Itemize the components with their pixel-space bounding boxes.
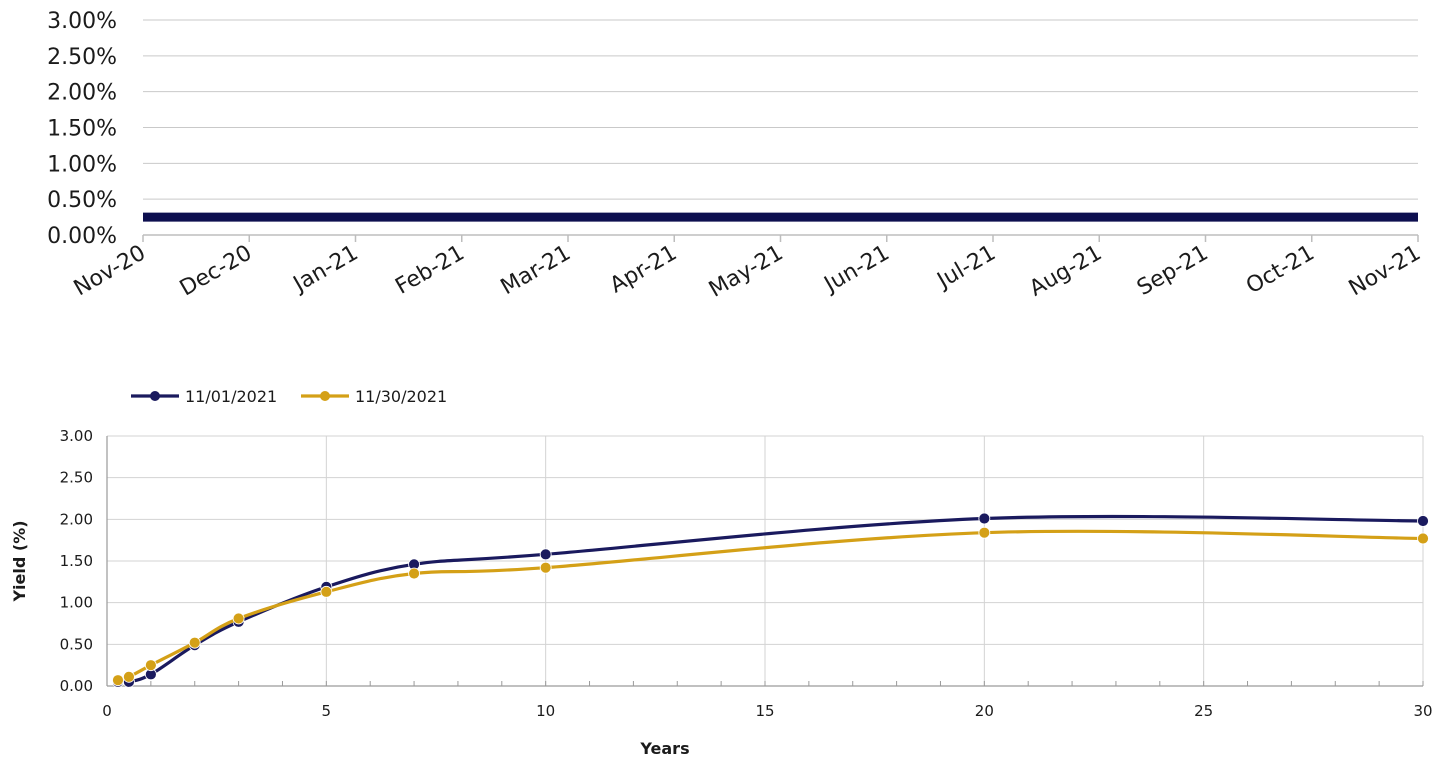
chart2-y-tick-label: 3.00 xyxy=(60,427,93,445)
chart1-y-tick-label: 0.50% xyxy=(47,188,117,213)
legend-marker-1 xyxy=(150,391,160,401)
chart1-y-tick-label: 0.00% xyxy=(47,224,117,249)
chart2-x-tick-label: 15 xyxy=(755,702,774,720)
chart2-legend: 11/01/2021 11/30/2021 xyxy=(131,387,447,406)
chart2-data-point-s2 xyxy=(1417,532,1429,545)
chart2-data-point-s2 xyxy=(320,585,333,598)
chart2-data-point-s1 xyxy=(1417,515,1429,527)
chart2-data-point-s2 xyxy=(188,636,201,649)
chart2-data-point-s2 xyxy=(539,561,552,574)
chart2-data-point-s2 xyxy=(232,612,245,625)
chart2-data-point-s2 xyxy=(123,670,135,683)
chart2-data-point-s1 xyxy=(978,512,991,525)
chart2-y-tick-label: 2.00 xyxy=(60,510,93,528)
chart2-y-tick-label: 1.00 xyxy=(60,594,93,612)
chart1-y-tick-label: 1.00% xyxy=(47,152,117,177)
chart2-data-point-s2 xyxy=(144,659,157,672)
legend-marker-2 xyxy=(320,391,330,401)
chart2-y-tick-label: 2.50 xyxy=(60,469,93,487)
legend-label-1: 11/01/2021 xyxy=(185,387,277,406)
chart2-y-axis-title: Yield (%) xyxy=(10,520,29,602)
chart2-series-line-2 xyxy=(117,529,1424,682)
chart1-y-tick-label: 2.50% xyxy=(47,45,117,70)
chart2-y-tick-label: 0.50 xyxy=(60,635,93,653)
chart2-y-tick-label: 0.00 xyxy=(60,677,93,695)
chart2-series-line-1 xyxy=(117,514,1424,684)
chart1-y-tick-label: 2.00% xyxy=(47,81,117,106)
chart2-gridlines xyxy=(106,435,1424,687)
chart1-y-tick-label: 3.00% xyxy=(47,9,117,34)
chart2-x-axis-title: Years xyxy=(639,739,689,758)
chart2-x-tick-label: 5 xyxy=(322,702,332,720)
chart2-data-point-s2 xyxy=(112,674,124,687)
chart2-data-point-s2 xyxy=(978,526,991,539)
chart1-gridlines xyxy=(143,19,1418,200)
chart2-x-tick-label: 20 xyxy=(975,702,994,720)
chart2-x-tick-label: 10 xyxy=(536,702,555,720)
legend-label-2: 11/30/2021 xyxy=(355,387,447,406)
chart1-y-tick-label: 1.50% xyxy=(47,117,117,142)
chart2-data-point-s2 xyxy=(408,567,420,580)
chart2-y-tick-label: 1.50 xyxy=(60,552,93,570)
fed-funds-line-chart: 0.00%0.50%1.00%1.50%2.00%2.50%3.00%Nov-2… xyxy=(47,9,1425,303)
chart2-data-point-s1 xyxy=(539,548,552,561)
chart2-x-tick-label: 30 xyxy=(1413,702,1432,720)
chart2-x-tick-label: 25 xyxy=(1194,702,1213,720)
chart2-x-tick-label: 0 xyxy=(102,702,112,720)
